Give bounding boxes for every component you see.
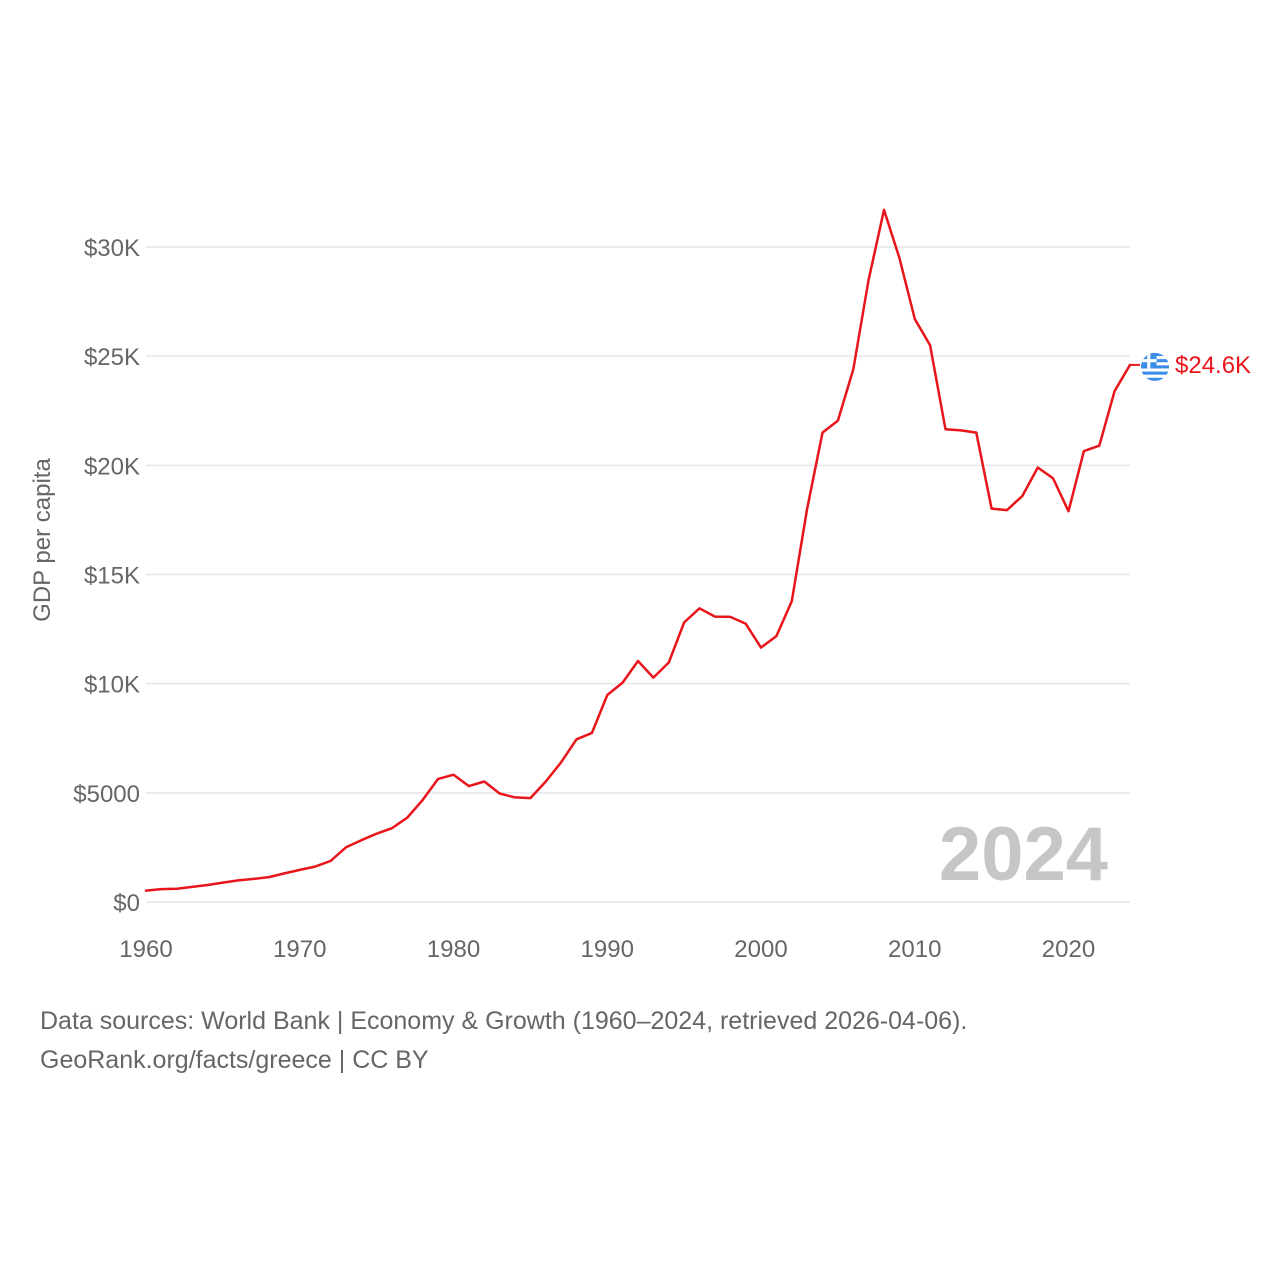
greece-flag-icon [1141,352,1169,381]
series-line-greece [144,208,1132,892]
y-tick-label: $30K [84,235,140,262]
end-value-label: $24.6K [1175,352,1251,379]
y-axis-ticks: $0 $5000 $10K $15K $20K $25K $30K [73,235,140,917]
grid-layer [146,246,1130,903]
footer: Data sources: World Bank | Economy & Gro… [40,1002,1240,1080]
x-tick-label: 1970 [273,936,326,963]
y-tick-label: $25K [84,344,140,371]
y-tick-label: $5000 [73,781,140,808]
source-note: Data sources: World Bank | Economy & Gro… [40,1007,968,1035]
x-tick-label: 1960 [119,936,172,963]
x-tick-label: 2020 [1042,936,1095,963]
year-watermark: 2024 [939,812,1108,897]
series-layer: $24.6K [144,208,1251,892]
license-note: GeoRank.org/facts/greece | CC BY [40,1046,429,1074]
x-tick-label: 2010 [888,936,941,963]
y-tick-label: $20K [84,453,140,480]
y-tick-label: $15K [84,563,140,590]
x-tick-label: 1990 [581,936,634,963]
y-tick-label: $10K [84,672,140,699]
x-tick-label: 1980 [427,936,480,963]
y-tick-label: $0 [113,890,140,917]
y-axis-label: GDP per capita [29,458,56,622]
x-tick-label: 2000 [734,936,787,963]
x-axis-ticks: 1960 1970 1980 1990 2000 2010 2020 [119,936,1095,963]
